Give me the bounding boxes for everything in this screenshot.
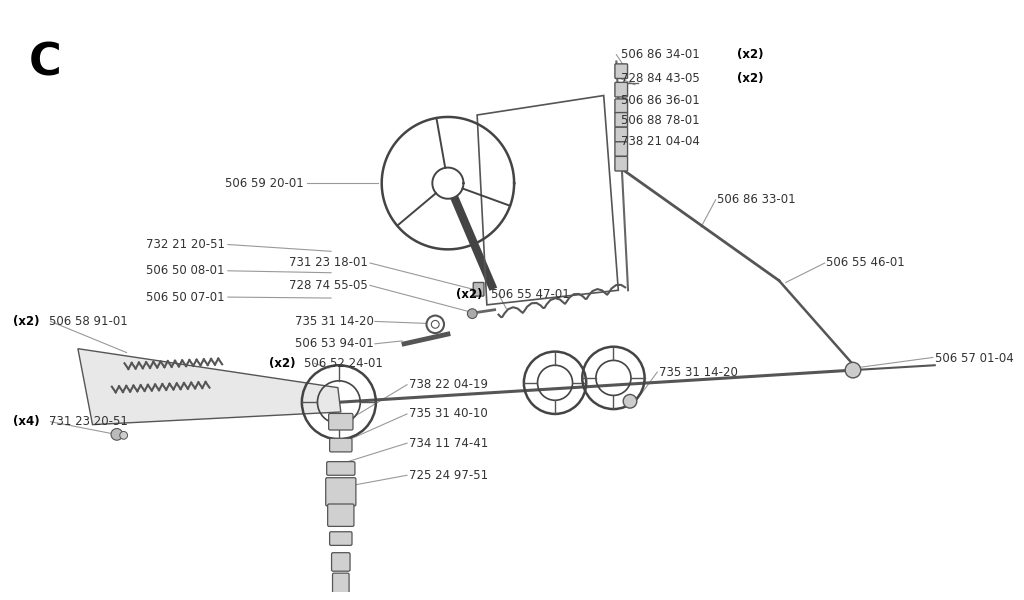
FancyBboxPatch shape [329, 413, 353, 430]
Text: 728 84 43-05: 728 84 43-05 [622, 73, 703, 85]
Text: 735 31 14-20: 735 31 14-20 [659, 365, 738, 379]
Text: 731 23 20-51: 731 23 20-51 [49, 415, 128, 428]
FancyBboxPatch shape [326, 478, 356, 506]
FancyBboxPatch shape [333, 573, 349, 598]
Text: (x2): (x2) [457, 287, 486, 301]
Text: 506 88 78-01: 506 88 78-01 [622, 115, 699, 127]
Text: 506 53 94-01: 506 53 94-01 [295, 337, 374, 350]
Text: 506 50 08-01: 506 50 08-01 [146, 264, 225, 277]
Text: (x2): (x2) [737, 48, 764, 61]
Circle shape [111, 428, 123, 440]
FancyBboxPatch shape [330, 532, 352, 545]
Text: 735 31 40-10: 735 31 40-10 [409, 407, 487, 421]
Text: 506 86 34-01: 506 86 34-01 [622, 48, 703, 61]
FancyBboxPatch shape [614, 64, 628, 79]
Text: (x4): (x4) [13, 415, 44, 428]
Text: (x2): (x2) [13, 315, 44, 328]
FancyBboxPatch shape [473, 283, 484, 296]
FancyBboxPatch shape [614, 127, 628, 142]
Circle shape [624, 394, 637, 408]
Circle shape [120, 431, 128, 439]
Text: 506 55 46-01: 506 55 46-01 [825, 256, 904, 269]
Text: 506 86 36-01: 506 86 36-01 [622, 94, 700, 107]
FancyBboxPatch shape [330, 438, 352, 452]
Text: 738 21 04-04: 738 21 04-04 [622, 135, 700, 148]
Text: 731 23 18-01: 731 23 18-01 [289, 256, 368, 269]
FancyBboxPatch shape [614, 142, 628, 157]
Polygon shape [78, 349, 341, 425]
Text: 728 74 55-05: 728 74 55-05 [290, 279, 368, 292]
Text: 734 11 74-41: 734 11 74-41 [409, 437, 488, 449]
Text: 506 55 47-01: 506 55 47-01 [490, 287, 569, 301]
FancyBboxPatch shape [614, 99, 628, 113]
Text: 732 21 20-51: 732 21 20-51 [146, 238, 225, 251]
Text: C: C [30, 42, 62, 85]
FancyBboxPatch shape [327, 461, 355, 475]
Text: 506 58 91-01: 506 58 91-01 [49, 315, 127, 328]
Text: 506 86 33-01: 506 86 33-01 [717, 193, 796, 206]
FancyBboxPatch shape [614, 82, 628, 97]
Text: 725 24 97-51: 725 24 97-51 [409, 469, 488, 482]
Circle shape [845, 362, 861, 378]
FancyBboxPatch shape [332, 553, 350, 571]
Text: (x2): (x2) [269, 357, 300, 370]
FancyBboxPatch shape [614, 113, 628, 127]
Text: 506 59 20-01: 506 59 20-01 [225, 176, 304, 190]
Circle shape [467, 309, 477, 319]
Text: 735 31 14-20: 735 31 14-20 [295, 315, 374, 328]
FancyBboxPatch shape [328, 504, 354, 526]
Text: 506 57 01-04: 506 57 01-04 [935, 352, 1014, 365]
Text: (x2): (x2) [737, 73, 764, 85]
Text: 506 50 07-01: 506 50 07-01 [146, 290, 225, 304]
FancyBboxPatch shape [614, 157, 628, 171]
Text: 506 52 24-01: 506 52 24-01 [304, 357, 383, 370]
Text: 738 22 04-19: 738 22 04-19 [409, 378, 488, 391]
